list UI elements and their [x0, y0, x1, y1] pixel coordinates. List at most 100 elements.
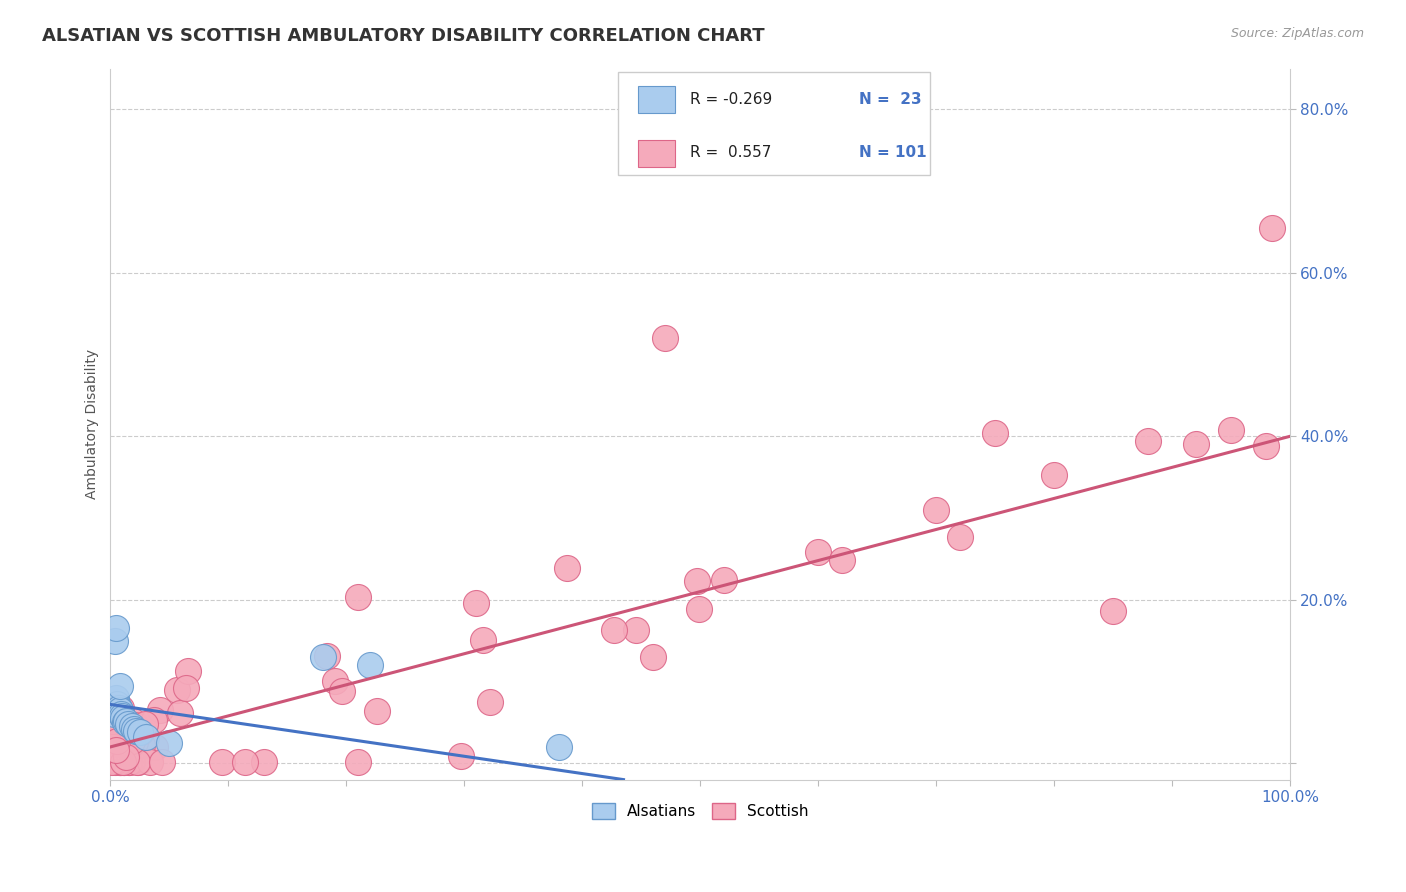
Point	[100, 741, 122, 756]
Point	[110, 741, 132, 756]
Point	[479, 695, 502, 709]
Point	[104, 743, 127, 757]
Point	[110, 755, 132, 769]
Point	[1102, 604, 1125, 618]
Point	[110, 722, 132, 736]
Text: N =  23: N = 23	[859, 92, 922, 107]
Point	[101, 745, 124, 759]
Point	[654, 331, 676, 345]
Point	[121, 714, 143, 729]
Text: ALSATIAN VS SCOTTISH AMBULATORY DISABILITY CORRELATION CHART: ALSATIAN VS SCOTTISH AMBULATORY DISABILI…	[42, 27, 765, 45]
Point	[103, 707, 125, 722]
Point	[688, 602, 710, 616]
Point	[471, 633, 494, 648]
Point	[807, 545, 830, 559]
Point	[105, 743, 128, 757]
Point	[315, 648, 337, 663]
Point	[105, 736, 128, 750]
Point	[114, 715, 136, 730]
Point	[107, 698, 129, 712]
Text: N = 101: N = 101	[859, 145, 927, 160]
Point	[831, 553, 853, 567]
Point	[115, 736, 138, 750]
Bar	[638, 140, 675, 167]
Point	[107, 700, 129, 714]
Point	[108, 741, 131, 756]
Point	[107, 755, 129, 769]
Point	[925, 503, 948, 517]
Point	[104, 755, 127, 769]
Point	[1261, 220, 1284, 235]
Point	[110, 715, 132, 730]
Point	[107, 740, 129, 755]
Point	[105, 690, 128, 705]
Point	[134, 717, 156, 731]
Point	[108, 679, 131, 693]
Point	[547, 739, 569, 754]
Point	[169, 706, 191, 720]
Point	[108, 755, 131, 769]
Point	[129, 724, 152, 739]
Point	[118, 755, 141, 769]
Point	[100, 716, 122, 731]
Point	[174, 681, 197, 695]
Point	[112, 731, 135, 746]
Point	[1184, 437, 1206, 451]
Point	[1043, 467, 1066, 482]
Point	[101, 699, 124, 714]
Point	[323, 674, 346, 689]
Point	[105, 621, 128, 635]
Text: R =  0.557: R = 0.557	[689, 145, 770, 160]
Point	[103, 723, 125, 738]
Point	[603, 624, 626, 638]
Point	[359, 658, 381, 673]
Point	[111, 755, 134, 769]
Point	[100, 738, 122, 752]
Point	[177, 664, 200, 678]
Point	[110, 701, 132, 715]
Point	[112, 755, 135, 769]
Point	[108, 703, 131, 717]
Point	[110, 707, 132, 722]
Point	[465, 596, 488, 610]
Point	[157, 736, 180, 750]
Point	[124, 735, 146, 749]
Point	[103, 728, 125, 742]
Point	[143, 713, 166, 727]
Point	[1256, 438, 1278, 452]
Point	[104, 633, 127, 648]
Point	[100, 747, 122, 761]
Point	[143, 739, 166, 754]
Point	[124, 717, 146, 731]
Point	[127, 755, 149, 769]
Point	[100, 721, 122, 735]
Point	[1137, 434, 1160, 449]
Point	[131, 739, 153, 753]
Point	[127, 755, 149, 769]
Point	[129, 725, 152, 739]
Point	[346, 755, 368, 769]
Text: Source: ZipAtlas.com: Source: ZipAtlas.com	[1230, 27, 1364, 40]
Point	[101, 718, 124, 732]
Point	[211, 755, 233, 769]
Point	[330, 684, 353, 698]
Point	[984, 426, 1007, 441]
Point	[166, 683, 188, 698]
Point	[252, 755, 274, 769]
Point	[555, 561, 578, 575]
Point	[346, 590, 368, 604]
Point	[107, 734, 129, 748]
Point	[312, 650, 335, 665]
Point	[105, 724, 128, 739]
Bar	[638, 87, 675, 113]
Point	[233, 755, 256, 769]
Point	[117, 755, 139, 769]
Point	[101, 714, 124, 729]
Point	[100, 755, 122, 769]
Point	[121, 734, 143, 748]
Point	[115, 750, 138, 764]
Point	[135, 730, 157, 744]
Point	[108, 755, 131, 769]
Point	[122, 722, 145, 736]
Point	[105, 733, 128, 747]
